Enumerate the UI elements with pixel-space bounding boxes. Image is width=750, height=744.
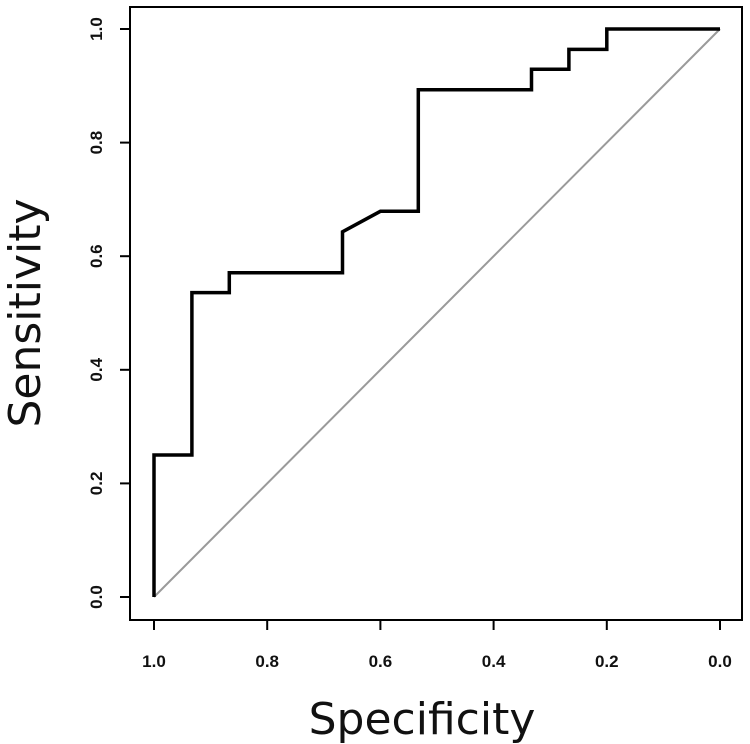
y-tick-label-3: 0.6 [87, 244, 106, 268]
y-tick-label-4: 0.8 [87, 131, 106, 155]
y-axis: 0.0 0.2 0.4 0.6 0.8 1.0 [87, 17, 131, 609]
y-tick-label-5: 1.0 [87, 17, 106, 41]
y-tick-label-1: 0.2 [87, 472, 106, 496]
x-tick-label-4: 0.2 [595, 652, 619, 671]
x-tick-label-2: 0.6 [369, 652, 393, 671]
y-tick-label-0: 0.0 [87, 585, 106, 609]
series-layer [152, 27, 720, 597]
roc-curve-line-0 [152, 27, 720, 597]
reference-diagonal-line [153, 28, 721, 598]
y-tick-label-2: 0.4 [87, 357, 106, 381]
x-tick-label-0: 1.0 [142, 652, 166, 671]
x-axis: 1.0 0.8 0.6 0.4 0.2 0.0 [142, 619, 732, 671]
reference-diagonal-layer [153, 28, 721, 598]
x-tick-label-3: 0.4 [482, 652, 506, 671]
x-tick-label-5: 0.0 [708, 652, 732, 671]
x-tick-label-1: 0.8 [255, 652, 279, 671]
x-axis-title: Specificity [309, 694, 536, 744]
y-axis-title: Sensitivity [0, 198, 51, 427]
